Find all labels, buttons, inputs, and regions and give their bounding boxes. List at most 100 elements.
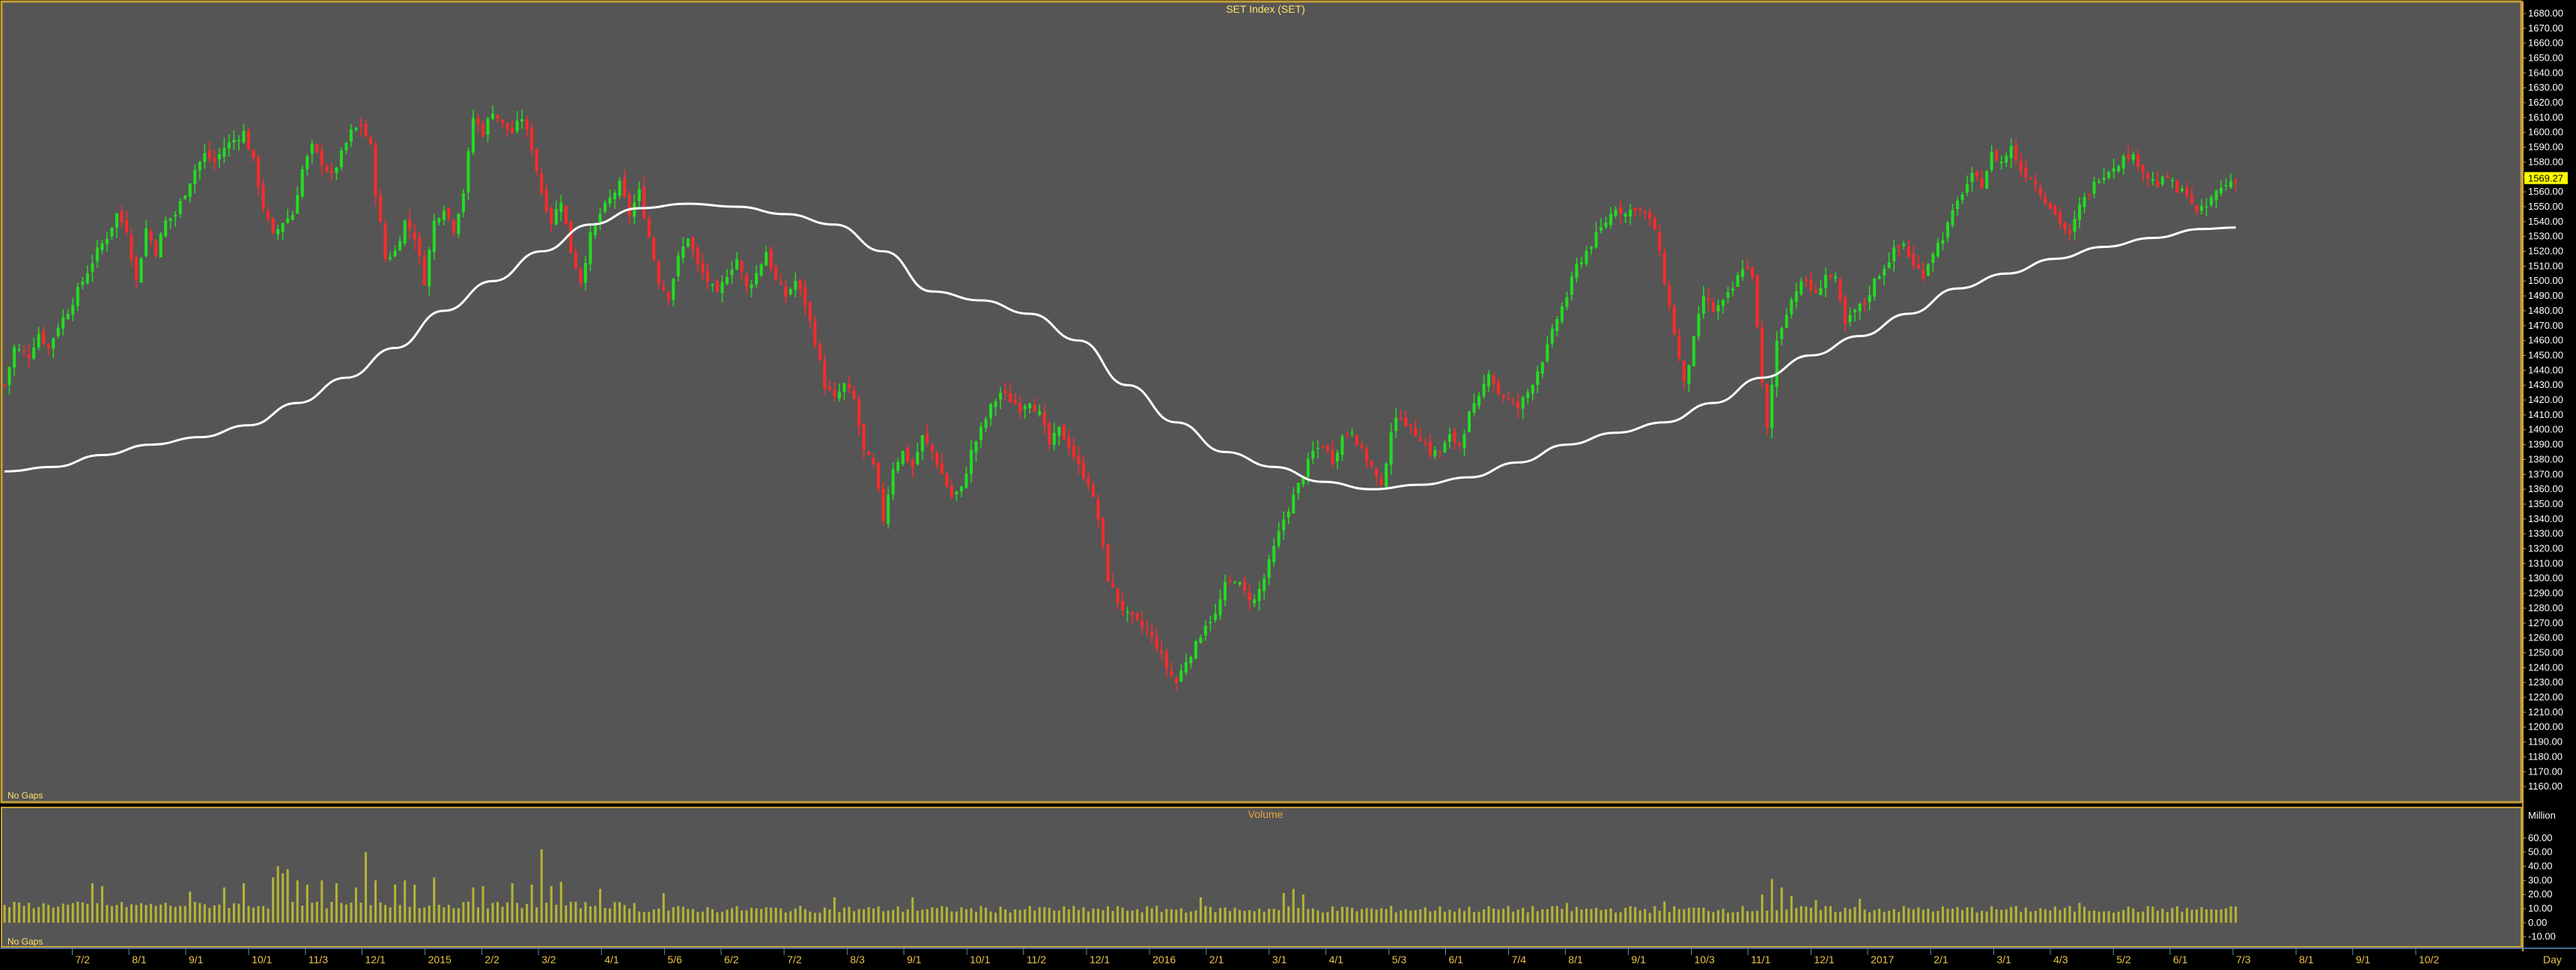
candle-body bbox=[1370, 461, 1373, 467]
candle-body bbox=[1829, 274, 1832, 277]
time-tick-label: 10/1 bbox=[970, 954, 990, 966]
price-candle bbox=[2220, 180, 2223, 197]
price-tick-label: 1190.00 bbox=[2528, 736, 2563, 748]
price-candle bbox=[1858, 303, 1862, 321]
volume-bar bbox=[1746, 911, 1749, 923]
volume-bar bbox=[2097, 912, 2100, 923]
candle-body bbox=[320, 151, 323, 166]
volume-bar bbox=[2132, 908, 2135, 923]
candle-body bbox=[374, 145, 377, 196]
price-candle bbox=[1560, 302, 1564, 324]
volume-bar bbox=[1179, 908, 1182, 923]
candle-body bbox=[623, 177, 627, 197]
candle-body bbox=[1096, 500, 1100, 520]
volume-tick-label: 60.00 bbox=[2528, 832, 2553, 843]
price-candle bbox=[1922, 262, 1925, 282]
candle-body bbox=[852, 390, 856, 399]
price-candle bbox=[1477, 392, 1481, 410]
volume-bar bbox=[2220, 909, 2223, 923]
candle-body bbox=[467, 151, 470, 193]
price-candle bbox=[37, 327, 40, 351]
price-candle bbox=[1511, 397, 1515, 406]
candle-body bbox=[1995, 151, 1999, 161]
price-candle bbox=[789, 287, 792, 297]
price-candle bbox=[1790, 297, 1793, 319]
price-candle bbox=[955, 491, 959, 501]
candle-body bbox=[657, 261, 660, 285]
candle-body bbox=[1160, 650, 1164, 653]
price-candle bbox=[867, 450, 871, 455]
volume-bar bbox=[1516, 909, 1519, 923]
price-candle bbox=[452, 218, 455, 237]
volume-bar bbox=[906, 909, 909, 923]
candle-body bbox=[481, 124, 484, 136]
candle-body bbox=[1848, 315, 1852, 322]
candle-body bbox=[3, 384, 6, 387]
price-candle bbox=[339, 147, 343, 171]
candle-body bbox=[159, 234, 162, 258]
candle-body bbox=[1497, 382, 1501, 394]
volume-bar bbox=[1278, 910, 1281, 923]
volume-bar bbox=[110, 906, 113, 923]
price-candle bbox=[550, 205, 553, 231]
volume-bar bbox=[770, 907, 773, 923]
price-candle bbox=[2214, 189, 2218, 209]
time-tick-label: 2/1 bbox=[1209, 954, 1224, 966]
candle-body bbox=[1052, 432, 1056, 445]
price-candle bbox=[1507, 391, 1510, 401]
price-candle bbox=[1668, 281, 1671, 312]
price-candle bbox=[1263, 573, 1266, 600]
volume-bar bbox=[2156, 910, 2159, 923]
volume-bar bbox=[1336, 910, 1339, 923]
candle-body bbox=[1282, 519, 1286, 531]
volume-bar bbox=[1370, 908, 1373, 923]
volume-bar bbox=[1780, 887, 1783, 923]
price-candle bbox=[1600, 218, 1603, 234]
price-candle bbox=[623, 169, 627, 199]
candle-body bbox=[1203, 625, 1207, 636]
price-candle bbox=[1121, 592, 1125, 616]
volume-bar bbox=[1150, 908, 1153, 923]
price-candle bbox=[2175, 178, 2179, 193]
candle-body bbox=[1975, 172, 1979, 177]
price-candle bbox=[1540, 361, 1544, 378]
volume-bar bbox=[1727, 912, 1730, 923]
volume-bar bbox=[833, 897, 836, 923]
price-tick-label: 1580.00 bbox=[2528, 156, 2563, 167]
candle-body bbox=[1116, 588, 1120, 603]
volume-bar bbox=[1170, 909, 1173, 923]
price-tick-label: 1650.00 bbox=[2528, 52, 2563, 63]
price-candle bbox=[1331, 440, 1334, 468]
price-candle bbox=[2170, 177, 2174, 189]
candle-body bbox=[1399, 418, 1403, 419]
volume-bar bbox=[1340, 906, 1343, 923]
candle-body bbox=[27, 354, 31, 359]
price-candle bbox=[1604, 216, 1608, 229]
candle-body bbox=[769, 249, 773, 269]
price-candle bbox=[1868, 285, 1871, 311]
price-candle bbox=[1653, 214, 1656, 230]
price-candle bbox=[1189, 655, 1193, 669]
candle-body bbox=[422, 256, 426, 285]
volume-bar bbox=[1931, 911, 1934, 923]
volume-bar bbox=[2107, 911, 2110, 923]
price-candle bbox=[149, 228, 153, 246]
candle-body bbox=[808, 303, 812, 321]
price-candle bbox=[1048, 420, 1051, 451]
candle-body bbox=[1033, 404, 1036, 412]
volume-bar bbox=[1775, 910, 1778, 923]
price-candle bbox=[1399, 409, 1403, 422]
price-candle bbox=[1453, 427, 1456, 449]
candle-body bbox=[1590, 246, 1593, 249]
volume-bar bbox=[916, 910, 919, 923]
price-candle bbox=[95, 240, 99, 268]
volume-bar bbox=[145, 905, 148, 923]
price-candle bbox=[1853, 309, 1857, 322]
candle-body bbox=[1248, 592, 1251, 601]
volume-bar bbox=[2225, 908, 2228, 923]
price-candle bbox=[1823, 267, 1827, 298]
volume-bar bbox=[657, 908, 660, 923]
volume-bar bbox=[691, 909, 694, 923]
price-tick-label: 1480.00 bbox=[2528, 305, 2563, 316]
price-candle bbox=[1424, 438, 1427, 447]
